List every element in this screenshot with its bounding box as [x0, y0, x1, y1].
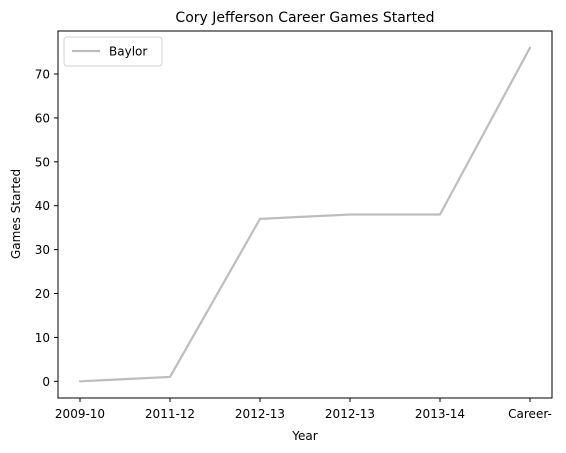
y-tick-label: 20 — [35, 287, 50, 301]
y-tick-label: 50 — [35, 155, 50, 169]
series-line-0 — [78, 46, 532, 383]
x-tick-label: Career- — [508, 407, 552, 421]
x-tick-label: 2013-14 — [415, 407, 465, 421]
plot-frame — [57, 30, 553, 399]
y-axis-label: Games Started — [9, 169, 23, 259]
y-tick-label: 60 — [35, 111, 50, 125]
x-tick-label: 2011-12 — [145, 407, 195, 421]
legend-frame — [63, 36, 163, 67]
legend: Baylor — [63, 36, 163, 67]
x-tick-label: 2012-13 — [235, 407, 285, 421]
y-tick-label: 0 — [42, 375, 50, 389]
legend-label: Baylor — [109, 45, 147, 59]
x-axis: 2009-10 2011-12 2012-13 2012-13 2013-14 Caree… — [55, 398, 552, 421]
x-tick-label: 2012-13 — [325, 407, 375, 421]
x-tick-label: 2009-10 — [55, 407, 105, 421]
chart-title: Cory Jefferson Career Games Started — [175, 10, 434, 26]
series-layer — [78, 46, 532, 383]
y-tick-label: 40 — [35, 199, 50, 213]
y-tick-label: 10 — [35, 331, 50, 345]
y-axis: 0 10 20 30 40 50 60 70 — [35, 68, 58, 389]
x-axis-label: Year — [291, 429, 317, 443]
y-tick-label: 30 — [35, 243, 50, 257]
y-tick-label: 70 — [35, 68, 50, 82]
plot-area — [57, 30, 553, 399]
